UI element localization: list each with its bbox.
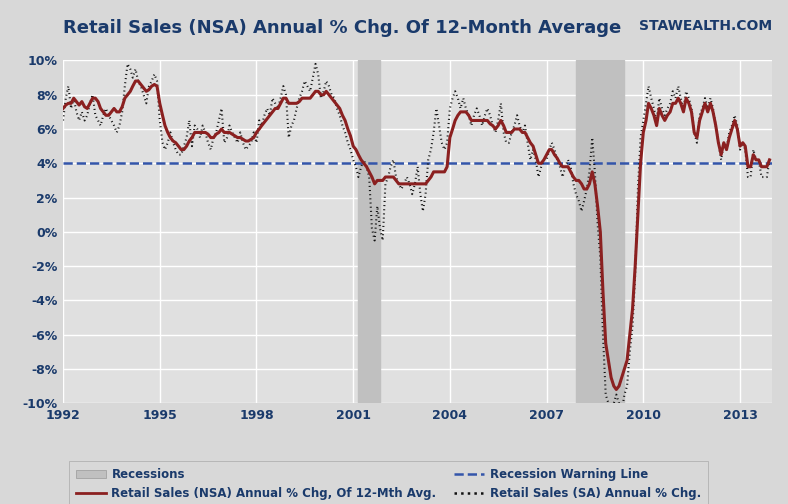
Text: STAWEALTH.COM: STAWEALTH.COM (639, 19, 772, 33)
Bar (576, 60, 624, 403)
Legend: Recessions, Retail Sales (NSA) Annual % Chg, Of 12-Mth Avg., Recession Warning L: Recessions, Retail Sales (NSA) Annual % … (69, 461, 708, 504)
Bar (359, 60, 380, 403)
Text: Retail Sales (NSA) Annual % Chg. Of 12-Month Average: Retail Sales (NSA) Annual % Chg. Of 12-M… (63, 19, 621, 37)
